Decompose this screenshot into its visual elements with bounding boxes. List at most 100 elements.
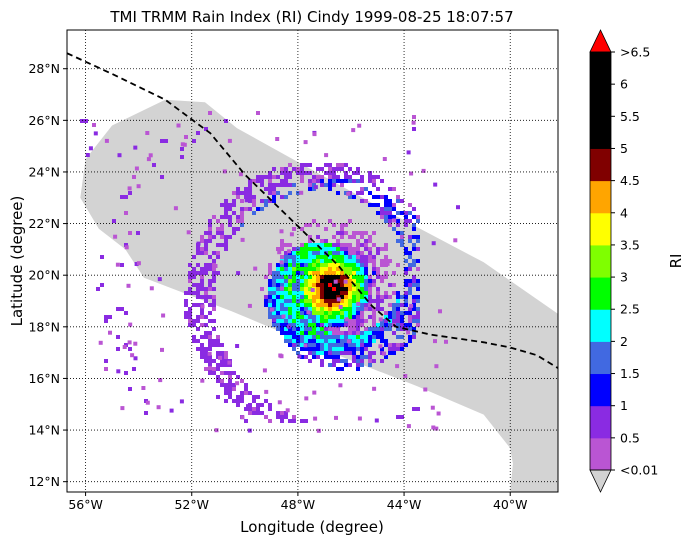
rain-cell [320, 323, 324, 327]
rain-cell [320, 279, 324, 283]
rain-cell [157, 277, 162, 282]
rain-cell [316, 311, 320, 315]
rain-cell [396, 327, 400, 331]
rain-cell [292, 327, 296, 331]
rain-cell [324, 323, 328, 327]
rain-cell [408, 319, 412, 323]
colorbar-tick-label: >6.5 [620, 45, 650, 60]
rain-cell [348, 255, 352, 259]
rain-cell [276, 175, 280, 179]
rain-cell [416, 267, 420, 271]
rain-cell [208, 287, 212, 291]
colorbar-segment [590, 341, 611, 375]
rain-cell [376, 287, 380, 291]
rain-cell [316, 263, 320, 267]
rain-cell [312, 299, 316, 303]
rain-cell [368, 287, 372, 291]
rain-cell [356, 259, 360, 263]
rain-cell [338, 305, 343, 309]
rain-cell [136, 261, 141, 266]
rain-cell [196, 283, 200, 287]
rain-cell [240, 379, 244, 383]
rain-cell [352, 275, 356, 279]
rain-cell [416, 283, 420, 287]
rain-cell [360, 235, 364, 239]
rain-cell [360, 179, 364, 183]
rain-cell [124, 211, 128, 215]
rain-cell [196, 319, 200, 323]
rain-cell [348, 291, 352, 295]
grid-layer [67, 30, 558, 492]
rain-cell [308, 171, 312, 175]
rain-cell [356, 301, 361, 306]
rain-cell [348, 179, 352, 183]
rain-cell [400, 415, 404, 419]
rain-cell [408, 203, 412, 207]
rain-cell [300, 267, 304, 271]
rain-cell [284, 195, 288, 199]
rain-cell [204, 351, 208, 355]
rain-cell [324, 227, 328, 231]
rain-cell [368, 239, 372, 243]
rain-cell [412, 263, 416, 267]
rain-cell [388, 203, 392, 207]
rain-cell [292, 315, 296, 319]
rain-cell [344, 359, 348, 363]
colorbar-segment [590, 212, 611, 246]
rain-cell [280, 299, 284, 303]
rain-cell [240, 219, 244, 223]
rain-cell [336, 319, 340, 323]
rain-cell [372, 323, 376, 327]
rain-cell [296, 351, 300, 355]
rain-cell [408, 327, 412, 331]
rain-cell [324, 259, 328, 263]
rain-cell [179, 399, 184, 404]
rain-cell [268, 403, 272, 407]
rain-cell [196, 295, 200, 299]
rain-cell [208, 227, 212, 231]
rain-cell [272, 271, 276, 275]
rain-cell [196, 271, 200, 275]
rain-cell [316, 179, 320, 183]
rain-cell [300, 315, 304, 319]
rain-cell [236, 191, 240, 195]
rain-cell [244, 195, 248, 199]
rain-cell [228, 395, 232, 399]
rain-cell [320, 327, 324, 331]
rain-cell [280, 419, 284, 423]
rain-cell [272, 315, 276, 319]
rain-cell [192, 139, 196, 143]
rain-cell [368, 175, 372, 179]
rain-cell [380, 327, 384, 331]
rain-cell [380, 351, 384, 355]
rain-cell [212, 235, 216, 239]
rain-cell [388, 295, 392, 299]
rain-cell [212, 303, 216, 307]
rain-cell [304, 315, 308, 319]
rain-cell [284, 251, 288, 255]
rain-cell [416, 295, 420, 299]
rain-cell [236, 195, 240, 199]
rain-cell [312, 263, 316, 267]
rain-cell [356, 267, 360, 271]
x-tick-label: 44°W [387, 497, 422, 512]
rain-cell [284, 291, 288, 295]
rain-cell [368, 339, 372, 343]
rain-cell [360, 299, 364, 303]
rain-cell [340, 243, 344, 247]
rain-cell [200, 267, 204, 271]
rain-cell [396, 319, 400, 323]
rain-cell [216, 363, 220, 367]
rain-cell [352, 259, 356, 263]
rain-cell [388, 303, 392, 307]
rain-cell [220, 343, 224, 347]
rain-cell [308, 163, 312, 167]
rain-cell [280, 195, 284, 199]
rain-cell [260, 175, 264, 179]
rain-cell [228, 363, 232, 367]
colorbar-segment [590, 244, 611, 278]
rain-cell [364, 355, 368, 359]
rain-cell [120, 406, 125, 411]
rain-cell [348, 315, 352, 319]
rain-cell [204, 299, 208, 303]
